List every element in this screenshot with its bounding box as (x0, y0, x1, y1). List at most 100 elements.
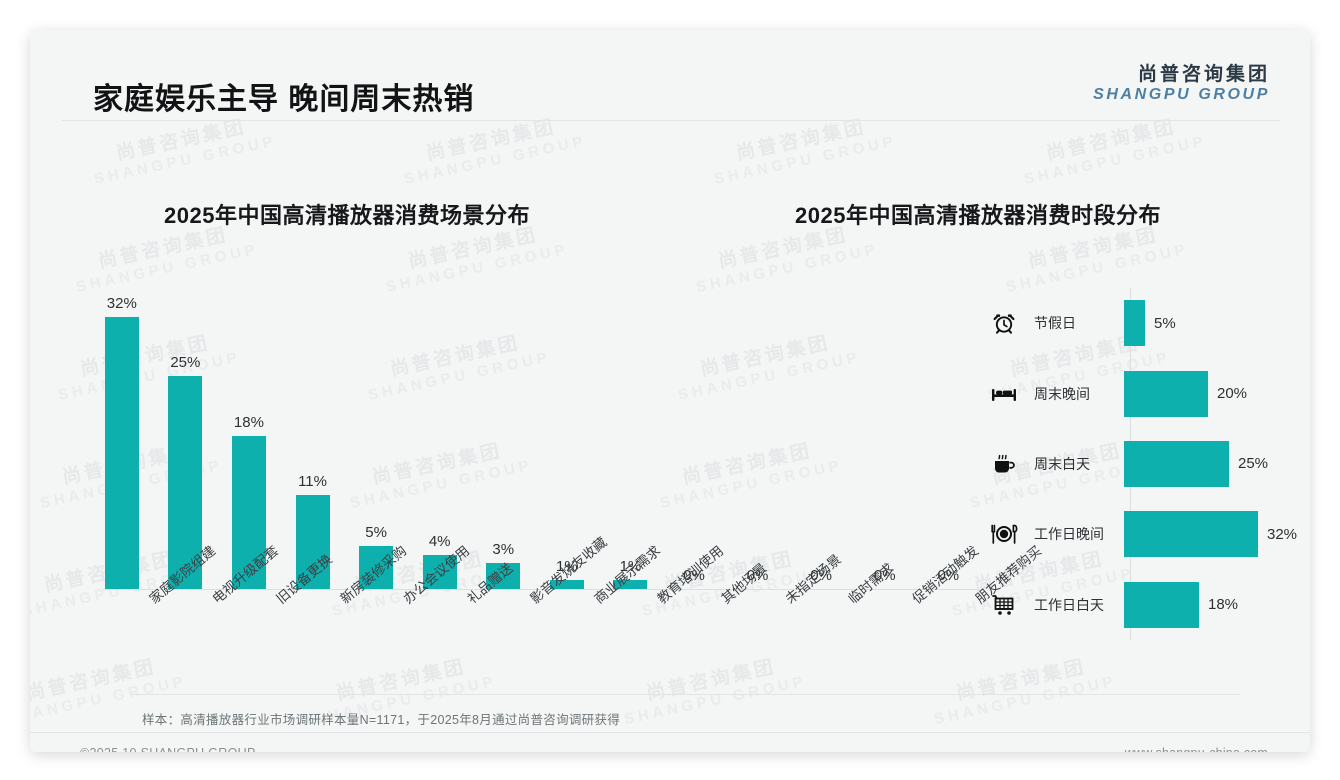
column-value-label: 18% (233, 414, 264, 431)
column-bar[interactable] (613, 580, 648, 589)
time-bar[interactable] (1124, 440, 1229, 487)
sample-footnote: 样本：高清播放器行业市场调研样本量N=1171，于2025年8月通过尚普咨询调研… (142, 713, 621, 727)
slide-header: 家庭娱乐主导 晚间周末热销 尚普咨询集团 SHANGPU GROUP (30, 30, 1310, 120)
scene-distribution-chart: 32% 25% 18% 11% 5% 4% 3% 1% 1% 0% 0% 0% 0% 0% (90, 280, 980, 590)
column-value-label: 32% (106, 295, 137, 312)
time-category-label: 节假日 (1034, 315, 1076, 332)
time-category-label: 工作日晚间 (1034, 526, 1104, 543)
column-bar-item[interactable]: 1% (599, 279, 663, 589)
time-bar-row[interactable]: 工作日晚间 32% (980, 506, 1310, 562)
slide-card: 尚普咨询集团 SHANGPU GROUP 尚普咨询集团 SHANGPU GROUP 尚普… (30, 30, 1310, 752)
time-category-label: 工作日白天 (1034, 596, 1104, 613)
column-value-label: 0% (746, 567, 769, 584)
scene-category-label: 新房装修采购 (335, 543, 410, 607)
left-chart-title: 2025年中国高清播放器消费场景分布 (164, 203, 530, 228)
header-divider (62, 120, 1280, 121)
column-bar[interactable] (422, 555, 457, 589)
time-bar-track: 18% (1124, 577, 1310, 633)
scene-category-label: 未指定场景 (782, 551, 844, 607)
scene-category-label: 礼品赠送 (462, 560, 516, 607)
charts-area: 2025年中国高清播放器消费场景分布 32% 25% 18% 11% 5% 4% 3% 1% 1… (30, 30, 1310, 752)
scene-category-label: 促销活动触发 (909, 542, 982, 607)
time-bar-row[interactable]: 工作日白天 18% (980, 577, 1310, 633)
column-value-label: 4% (428, 533, 451, 550)
footnote-divider (130, 694, 1240, 695)
column-value-label: 25% (170, 354, 201, 371)
coffee-cup-icon (980, 452, 1028, 476)
column-value-label: 11% (298, 473, 327, 490)
column-value-label: 5% (365, 524, 387, 541)
plate-cutlery-icon (980, 523, 1028, 545)
column-bar[interactable] (168, 376, 203, 589)
time-bar-row[interactable]: 周末晚间 20% (980, 366, 1310, 422)
time-bar-track: 32% (1124, 506, 1310, 562)
scene-category-label: 教育培训使用 (654, 542, 727, 607)
time-value-label: 25% (1238, 455, 1269, 473)
time-category-label: 周末白天 (1034, 455, 1090, 472)
column-bar-item[interactable]: 0% (789, 279, 853, 589)
logo-chinese-text: 尚普咨询集团 (1137, 64, 1270, 85)
scene-category-label: 临时需求 (845, 560, 897, 607)
time-value-label: 32% (1267, 525, 1298, 543)
scene-category-label: 办公会议使用 (398, 543, 473, 607)
column-bar[interactable] (104, 317, 139, 589)
column-bar[interactable] (295, 495, 330, 589)
time-value-label: 18% (1208, 596, 1239, 614)
time-bar[interactable] (1124, 300, 1145, 347)
time-bar-row[interactable]: 周末白天 25% (980, 436, 1310, 492)
column-value-label: 1% (555, 558, 578, 575)
time-distribution-chart: 节假日 5% 周末晚间 20% 周末白天 25% 工作日晚间 32% 工作日白天 18% (980, 288, 1310, 640)
column-value-label: 0% (873, 567, 896, 584)
scene-category-label: 商业展示需求 (591, 542, 664, 607)
brand-logo: 尚普咨询集团 SHANGPU GROUP (1093, 64, 1270, 104)
column-bar-item[interactable]: 0% (853, 279, 917, 589)
time-category-label: 周末晚间 (1034, 385, 1090, 402)
column-bar-item[interactable]: 11% (281, 279, 345, 589)
column-bar-item[interactable]: 0% (662, 279, 726, 589)
column-bar-item[interactable]: 0% (917, 279, 981, 589)
column-bar-item[interactable]: 1% (535, 279, 599, 589)
shopping-cart-icon (980, 593, 1028, 617)
website-text[interactable]: www.shangpu-china.com (1125, 746, 1268, 752)
column-value-label: 0% (810, 567, 832, 584)
time-bar-track: 25% (1124, 436, 1310, 492)
time-bar[interactable] (1124, 581, 1199, 628)
bed-icon (980, 383, 1028, 405)
column-bars-container: 32% 25% 18% 11% 5% 4% 3% 1% 1% 0% 0% 0% 0% 0% (90, 279, 980, 589)
footer-divider (30, 732, 1310, 733)
column-bar[interactable] (359, 546, 394, 589)
right-chart-title: 2025年中国高清播放器消费时段分布 (795, 203, 1161, 228)
time-value-label: 5% (1154, 314, 1176, 332)
column-bar[interactable] (231, 436, 266, 589)
column-value-label: 0% (937, 567, 960, 584)
time-bar-track: 20% (1124, 366, 1310, 422)
column-bar[interactable] (549, 580, 584, 589)
copyright-text: ©2025.10 SHANGPU GROUP (80, 746, 256, 752)
column-bar-item[interactable]: 3% (471, 279, 535, 589)
time-bar-row[interactable]: 节假日 5% (980, 295, 1310, 351)
column-bar-item[interactable]: 4% (408, 279, 472, 589)
scene-category-label: 电视升级配套 (207, 543, 282, 607)
chart-baseline-axis (103, 589, 980, 590)
column-bar-item[interactable]: 18% (217, 279, 281, 589)
column-value-label: 1% (619, 558, 642, 575)
column-bar-item[interactable]: 32% (90, 279, 154, 589)
time-bar-track: 5% (1124, 295, 1310, 351)
alarm-clock-icon (980, 311, 1028, 335)
column-bar-item[interactable]: 25% (154, 279, 218, 589)
column-value-label: 0% (683, 567, 705, 584)
column-bar-item[interactable]: 5% (344, 279, 408, 589)
time-value-label: 20% (1217, 385, 1248, 403)
slide-footer: ©2025.10 SHANGPU GROUP www.shangpu-china… (30, 732, 1310, 752)
column-value-label: 3% (492, 541, 515, 558)
time-bar[interactable] (1124, 370, 1208, 417)
scene-category-label: 其他场景 (718, 560, 770, 607)
scene-category-label: 旧设备更换 (271, 552, 335, 607)
scene-category-labels: 家庭影院组建电视升级配套旧设备更换新房装修采购办公会议使用礼品赠送影音发烧友收藏… (90, 534, 1045, 682)
page-title: 家庭娱乐主导 晚间周末热销 (93, 83, 475, 116)
logo-english-text: SHANGPU GROUP (1093, 85, 1270, 103)
time-bar[interactable] (1124, 511, 1258, 558)
bar-rows-container: 节假日 5% 周末晚间 20% 周末白天 25% 工作日晚间 32% 工作日白天 18% (980, 288, 1310, 640)
column-bar[interactable] (486, 563, 521, 589)
column-bar-item[interactable]: 0% (726, 279, 790, 589)
